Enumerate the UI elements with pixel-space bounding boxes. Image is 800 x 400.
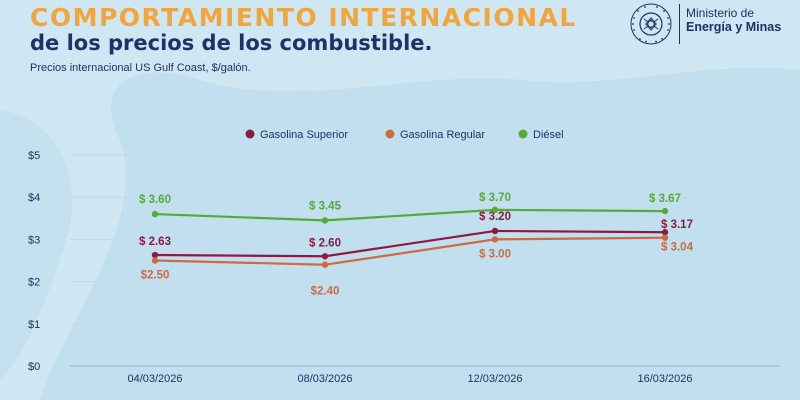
data-point	[151, 251, 159, 259]
data-label: $ 3.60	[139, 194, 171, 206]
page-title: COMPORTAMIENTO INTERNACIONAL	[30, 3, 577, 32]
data-point	[321, 217, 329, 224]
data-label: $2.40	[311, 286, 340, 298]
data-point	[321, 253, 329, 260]
legend-marker	[245, 129, 255, 139]
data-point	[491, 227, 499, 235]
data-label: $ 3.45	[309, 200, 342, 212]
logo-divider	[679, 4, 680, 44]
data-label: $ 2.60	[309, 237, 341, 249]
data-label: $2.50	[141, 270, 170, 282]
data-point	[661, 234, 669, 241]
legend-marker	[385, 129, 395, 139]
series-line	[154, 229, 666, 258]
y-tick-label: $0	[28, 361, 40, 373]
data-point	[321, 261, 329, 268]
guatemala-seal-icon	[630, 3, 672, 45]
data-label: $ 3.04	[661, 242, 694, 254]
data-label: $ 2.63	[139, 236, 171, 248]
data-point	[151, 257, 159, 264]
data-label: $ 3.67	[649, 193, 681, 205]
data-label: $ 3.20	[479, 211, 511, 223]
y-tick-label: $2	[28, 277, 40, 289]
data-label: $ 3.00	[479, 248, 511, 260]
x-tick-label: 16/03/2026	[637, 373, 692, 385]
ministry-logo: Ministerio de Energía y Minas	[628, 2, 793, 46]
page-subtitle-heading: de los precios de los combustible.	[30, 31, 433, 55]
series-line	[154, 208, 666, 222]
legend-label: Gasolina Regular	[400, 129, 485, 141]
legend-marker	[518, 129, 528, 139]
y-tick-label: $3	[28, 234, 40, 246]
ministry-name-line2: Energía y Minas	[686, 20, 782, 34]
data-point	[661, 229, 669, 236]
chart-subtitle: Precios internacional US Gulf Coast, $/g…	[30, 62, 251, 74]
x-tick-label: 08/03/2026	[297, 373, 352, 385]
data-point	[491, 206, 499, 214]
data-label: $ 3.70	[479, 192, 511, 204]
legend-label: Diésel	[533, 129, 564, 141]
y-tick-label: $1	[28, 319, 40, 331]
series-line	[154, 236, 666, 266]
ministry-name-line1: Ministerio de	[686, 6, 755, 20]
data-point	[661, 207, 669, 215]
data-point	[491, 236, 499, 243]
x-tick-label: 04/03/2026	[127, 373, 182, 385]
legend-label: Gasolina Superior	[260, 129, 348, 141]
data-point	[151, 210, 159, 218]
x-tick-label: 12/03/2026	[467, 373, 522, 385]
y-tick-label: $5	[28, 150, 40, 162]
data-label: $ 3.17	[661, 219, 693, 231]
y-tick-label: $4	[28, 192, 40, 204]
